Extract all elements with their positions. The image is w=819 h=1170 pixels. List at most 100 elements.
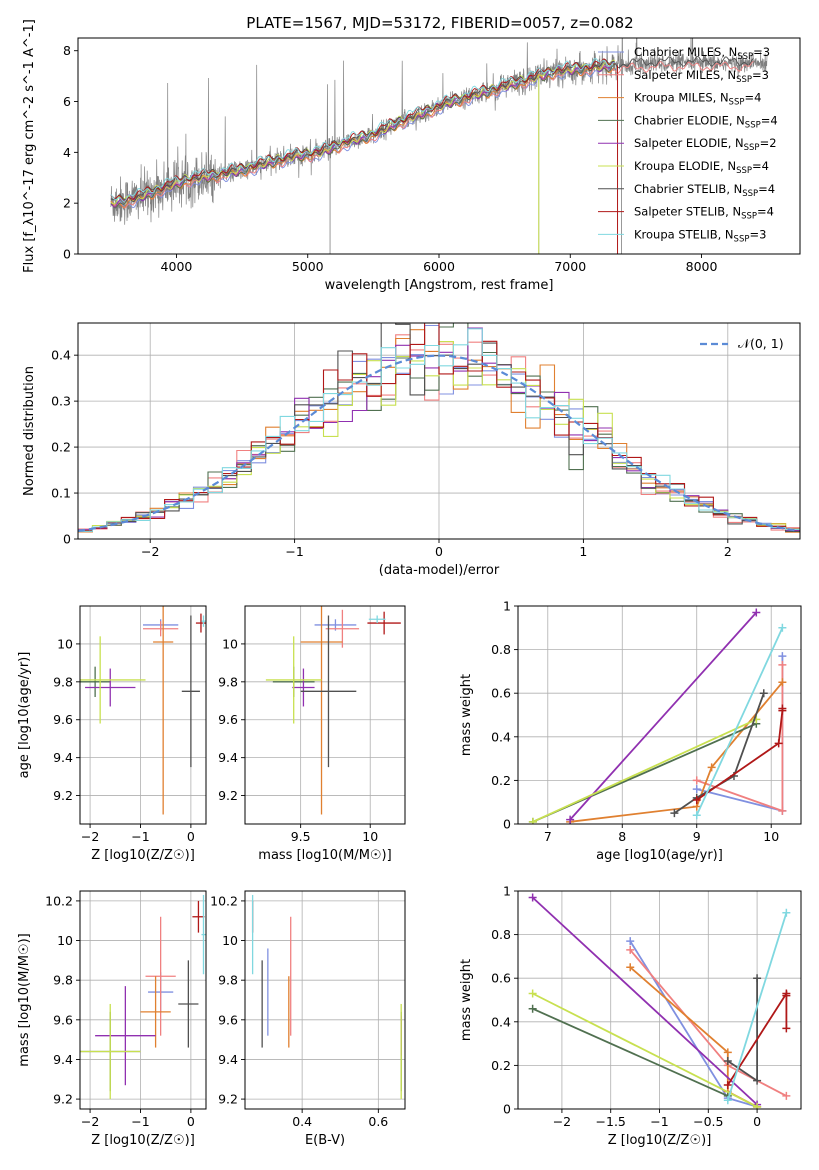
- series-marker-salpeter_miles: [778, 660, 787, 669]
- series-marker-kroupa_stelib: [778, 623, 787, 632]
- x-axis-label: E(B-V): [305, 1133, 345, 1148]
- model-line-kroupa_stelib: [110, 58, 615, 202]
- axes-age_vs_mass: 9.5 10 9.2 9.4 9.6 9.8 10 mass [log10(M/M☉)]: [218, 605, 406, 863]
- legend-label: Chabrier ELODIE, NSSP=4: [634, 113, 778, 130]
- tick-label-x: 0: [435, 544, 443, 559]
- tick-label-y: 9.4: [53, 1052, 73, 1067]
- series-line-kroupa_elodie: [532, 992, 758, 1108]
- series-marker-kroupa_miles: [723, 1048, 732, 1057]
- series-line-kroupa_elodie: [532, 718, 757, 823]
- tick-label-y: 9.6: [53, 712, 73, 727]
- series-marker-kroupa_miles: [707, 763, 716, 772]
- legend-label: Chabrier MILES, NSSP=3: [634, 45, 770, 62]
- plot-area-residuals: [78, 323, 800, 539]
- series-marker-kroupa_elodie: [753, 1102, 762, 1109]
- tick-label-x: 0: [187, 1114, 195, 1129]
- plot-area-age_vs_Z: [80, 606, 206, 824]
- tick-label-y: 9.2: [218, 1092, 238, 1107]
- tick-label-y: 9.8: [53, 674, 73, 689]
- tick-label-x: −1: [285, 544, 303, 559]
- series-marker-chabrier_elodie: [528, 1004, 537, 1013]
- plot-area-mass_weight_vs_Z: [518, 891, 801, 1109]
- tick-label-y: 9.8: [218, 674, 238, 689]
- tick-label-x: 8000: [686, 259, 718, 274]
- legend-label: Salpeter MILES, NSSP=3: [634, 68, 769, 85]
- plot-area-mass_vs_Z: [80, 891, 206, 1109]
- series-marker-salpeter_stelib: [723, 1081, 732, 1090]
- tick-label-y: 9.4: [53, 750, 73, 765]
- legend-label: Kroupa STELIB, NSSP=3: [634, 227, 766, 244]
- tick-label-x: 0.4: [292, 1114, 312, 1129]
- series-marker-salpeter_elodie: [752, 608, 761, 617]
- x-axis-label: mass [log10(M/M☉)]: [258, 848, 391, 863]
- legend-label: Salpeter STELIB, NSSP=4: [634, 205, 774, 222]
- tick-label-y: 8: [63, 43, 71, 58]
- tick-label-x: −0.5: [693, 1114, 723, 1129]
- tick-label-x: −1.5: [596, 1114, 626, 1129]
- tick-label-x: 9.5: [291, 829, 311, 844]
- y-axis-label: Normed distribution: [22, 366, 37, 496]
- series-line-salpeter_elodie: [569, 611, 757, 821]
- tick-label-y: 0.6: [491, 686, 511, 701]
- tick-label-y: 0.1: [51, 486, 71, 501]
- tick-label-y: 0: [503, 817, 511, 832]
- series-marker-salpeter_stelib: [774, 739, 783, 748]
- tick-label-x: −2: [81, 829, 99, 844]
- tick-label-x: 6000: [423, 259, 455, 274]
- tick-label-y: 9.6: [53, 1012, 73, 1027]
- legend-label: Chabrier STELIB, NSSP=4: [634, 182, 775, 199]
- series-marker-salpeter_stelib: [782, 1024, 791, 1033]
- legend-spectrum: Chabrier MILES, NSSP=3 Salpeter MILES, NS…: [598, 45, 778, 244]
- legend-label: 𝒩(0, 1): [738, 336, 784, 351]
- axes-mass_weight_vs_Z: −2 −1.5 −1 −0.5 0 0 0.2 0.4 0.6 0.8 1 Z [log10(Z/Z☉…: [459, 884, 802, 1148]
- series-marker-salpeter_stelib: [692, 796, 701, 805]
- axes-mass_vs_Z: −2 −1 0 9.2 9.4 9.6 9.8 10 10.2 Z [log10(Z/Z☉)] ma…: [17, 890, 207, 1148]
- tick-label-x: 4000: [161, 259, 193, 274]
- series-marker-kroupa_elodie: [528, 989, 537, 998]
- series-marker-kroupa_miles: [778, 678, 787, 687]
- y-axis-label: Flux [f_λ10^-17 erg cm^-2 s^-1 A^-1]: [22, 19, 37, 273]
- series-marker-kroupa_miles: [626, 963, 635, 972]
- model-line-salpeter_elodie: [110, 60, 615, 208]
- series-marker-salpeter_miles: [692, 776, 701, 785]
- tick-label-x: −2: [81, 1114, 99, 1129]
- tick-label-y: 0: [503, 1102, 511, 1117]
- tick-label-y: 0.2: [51, 440, 71, 455]
- tick-label-y: 0.3: [51, 394, 71, 409]
- tick-label-y: 0.4: [51, 348, 71, 363]
- tick-label-y: 0.6: [491, 971, 511, 986]
- legend-label: Salpeter ELODIE, NSSP=2: [634, 136, 777, 153]
- x-axis-label: (data-model)/error: [379, 563, 500, 578]
- tick-label-x: 7000: [554, 259, 586, 274]
- figure-title: PLATE=1567, MJD=53172, FIBERID=0057, z=0…: [246, 14, 633, 32]
- tick-label-y: 0.8: [491, 927, 511, 942]
- series-marker-chabrier_stelib: [759, 689, 768, 698]
- tick-label-y: 10.2: [210, 893, 238, 908]
- tick-label-y: 9.4: [218, 1052, 238, 1067]
- series-marker-chabrier_miles: [778, 652, 787, 661]
- tick-label-y: 10.2: [45, 893, 73, 908]
- series-marker-chabrier_stelib: [753, 974, 762, 983]
- tick-label-y: 0.4: [491, 729, 511, 744]
- tick-label-x: 2: [724, 544, 732, 559]
- plot-area-mass_vs_ebv: [245, 891, 405, 1109]
- tick-label-y: 9.2: [53, 788, 73, 803]
- series-marker-salpeter_miles: [626, 945, 635, 954]
- tick-label-x: −1: [650, 1114, 668, 1129]
- tick-label-y: 0.8: [491, 642, 511, 657]
- series-marker-chabrier_stelib: [753, 1076, 762, 1085]
- tick-label-y: 9.4: [218, 750, 238, 765]
- legend-residuals: 𝒩(0, 1): [700, 336, 784, 351]
- series-marker-chabrier_miles: [692, 785, 701, 794]
- tick-label-x: 0: [187, 829, 195, 844]
- series-marker-chabrier_stelib: [670, 809, 679, 818]
- series-line-kroupa_miles: [569, 681, 784, 823]
- series-marker-salpeter_miles: [782, 1091, 791, 1100]
- axes-frame: [79, 890, 207, 1110]
- series-marker-salpeter_elodie: [528, 893, 537, 902]
- tick-label-x: 10: [362, 829, 378, 844]
- tick-label-x: 1: [579, 544, 587, 559]
- legend-label: Kroupa ELODIE, NSSP=4: [634, 159, 769, 176]
- tick-label-y: 10: [222, 933, 238, 948]
- normal-curve: [78, 354, 798, 532]
